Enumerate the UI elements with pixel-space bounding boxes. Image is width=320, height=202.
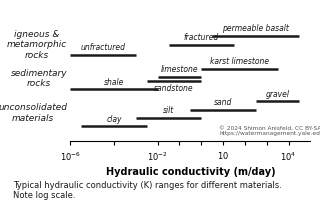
Text: Typical hydraulic conductivity (K) ranges for different materials.
Note log scal: Typical hydraulic conductivity (K) range… <box>13 181 282 200</box>
Text: limestone: limestone <box>161 65 198 74</box>
Text: igneous &
metamorphic
rocks: igneous & metamorphic rocks <box>7 30 67 60</box>
Text: sand: sand <box>214 98 232 107</box>
Text: permeable basalt: permeable basalt <box>222 24 289 33</box>
Text: gravel: gravel <box>266 90 290 99</box>
X-axis label: Hydraulic conductivity (m/day): Hydraulic conductivity (m/day) <box>106 167 275 177</box>
Text: © 2024 Shimon Anisfeld, CC BY-SA 4.0
https://watermanagement.yale.edu: © 2024 Shimon Anisfeld, CC BY-SA 4.0 htt… <box>219 126 320 136</box>
Text: fractured: fractured <box>184 33 219 42</box>
Text: unconsolidated
materials: unconsolidated materials <box>0 103 67 123</box>
Text: sedimentary
rocks: sedimentary rocks <box>11 69 67 88</box>
Text: silt: silt <box>163 106 174 115</box>
Text: shale: shale <box>104 78 124 87</box>
Text: sandstone: sandstone <box>154 84 194 93</box>
Text: clay: clay <box>106 115 122 124</box>
Text: karst limestone: karst limestone <box>210 57 269 66</box>
Text: unfractured: unfractured <box>81 43 126 52</box>
